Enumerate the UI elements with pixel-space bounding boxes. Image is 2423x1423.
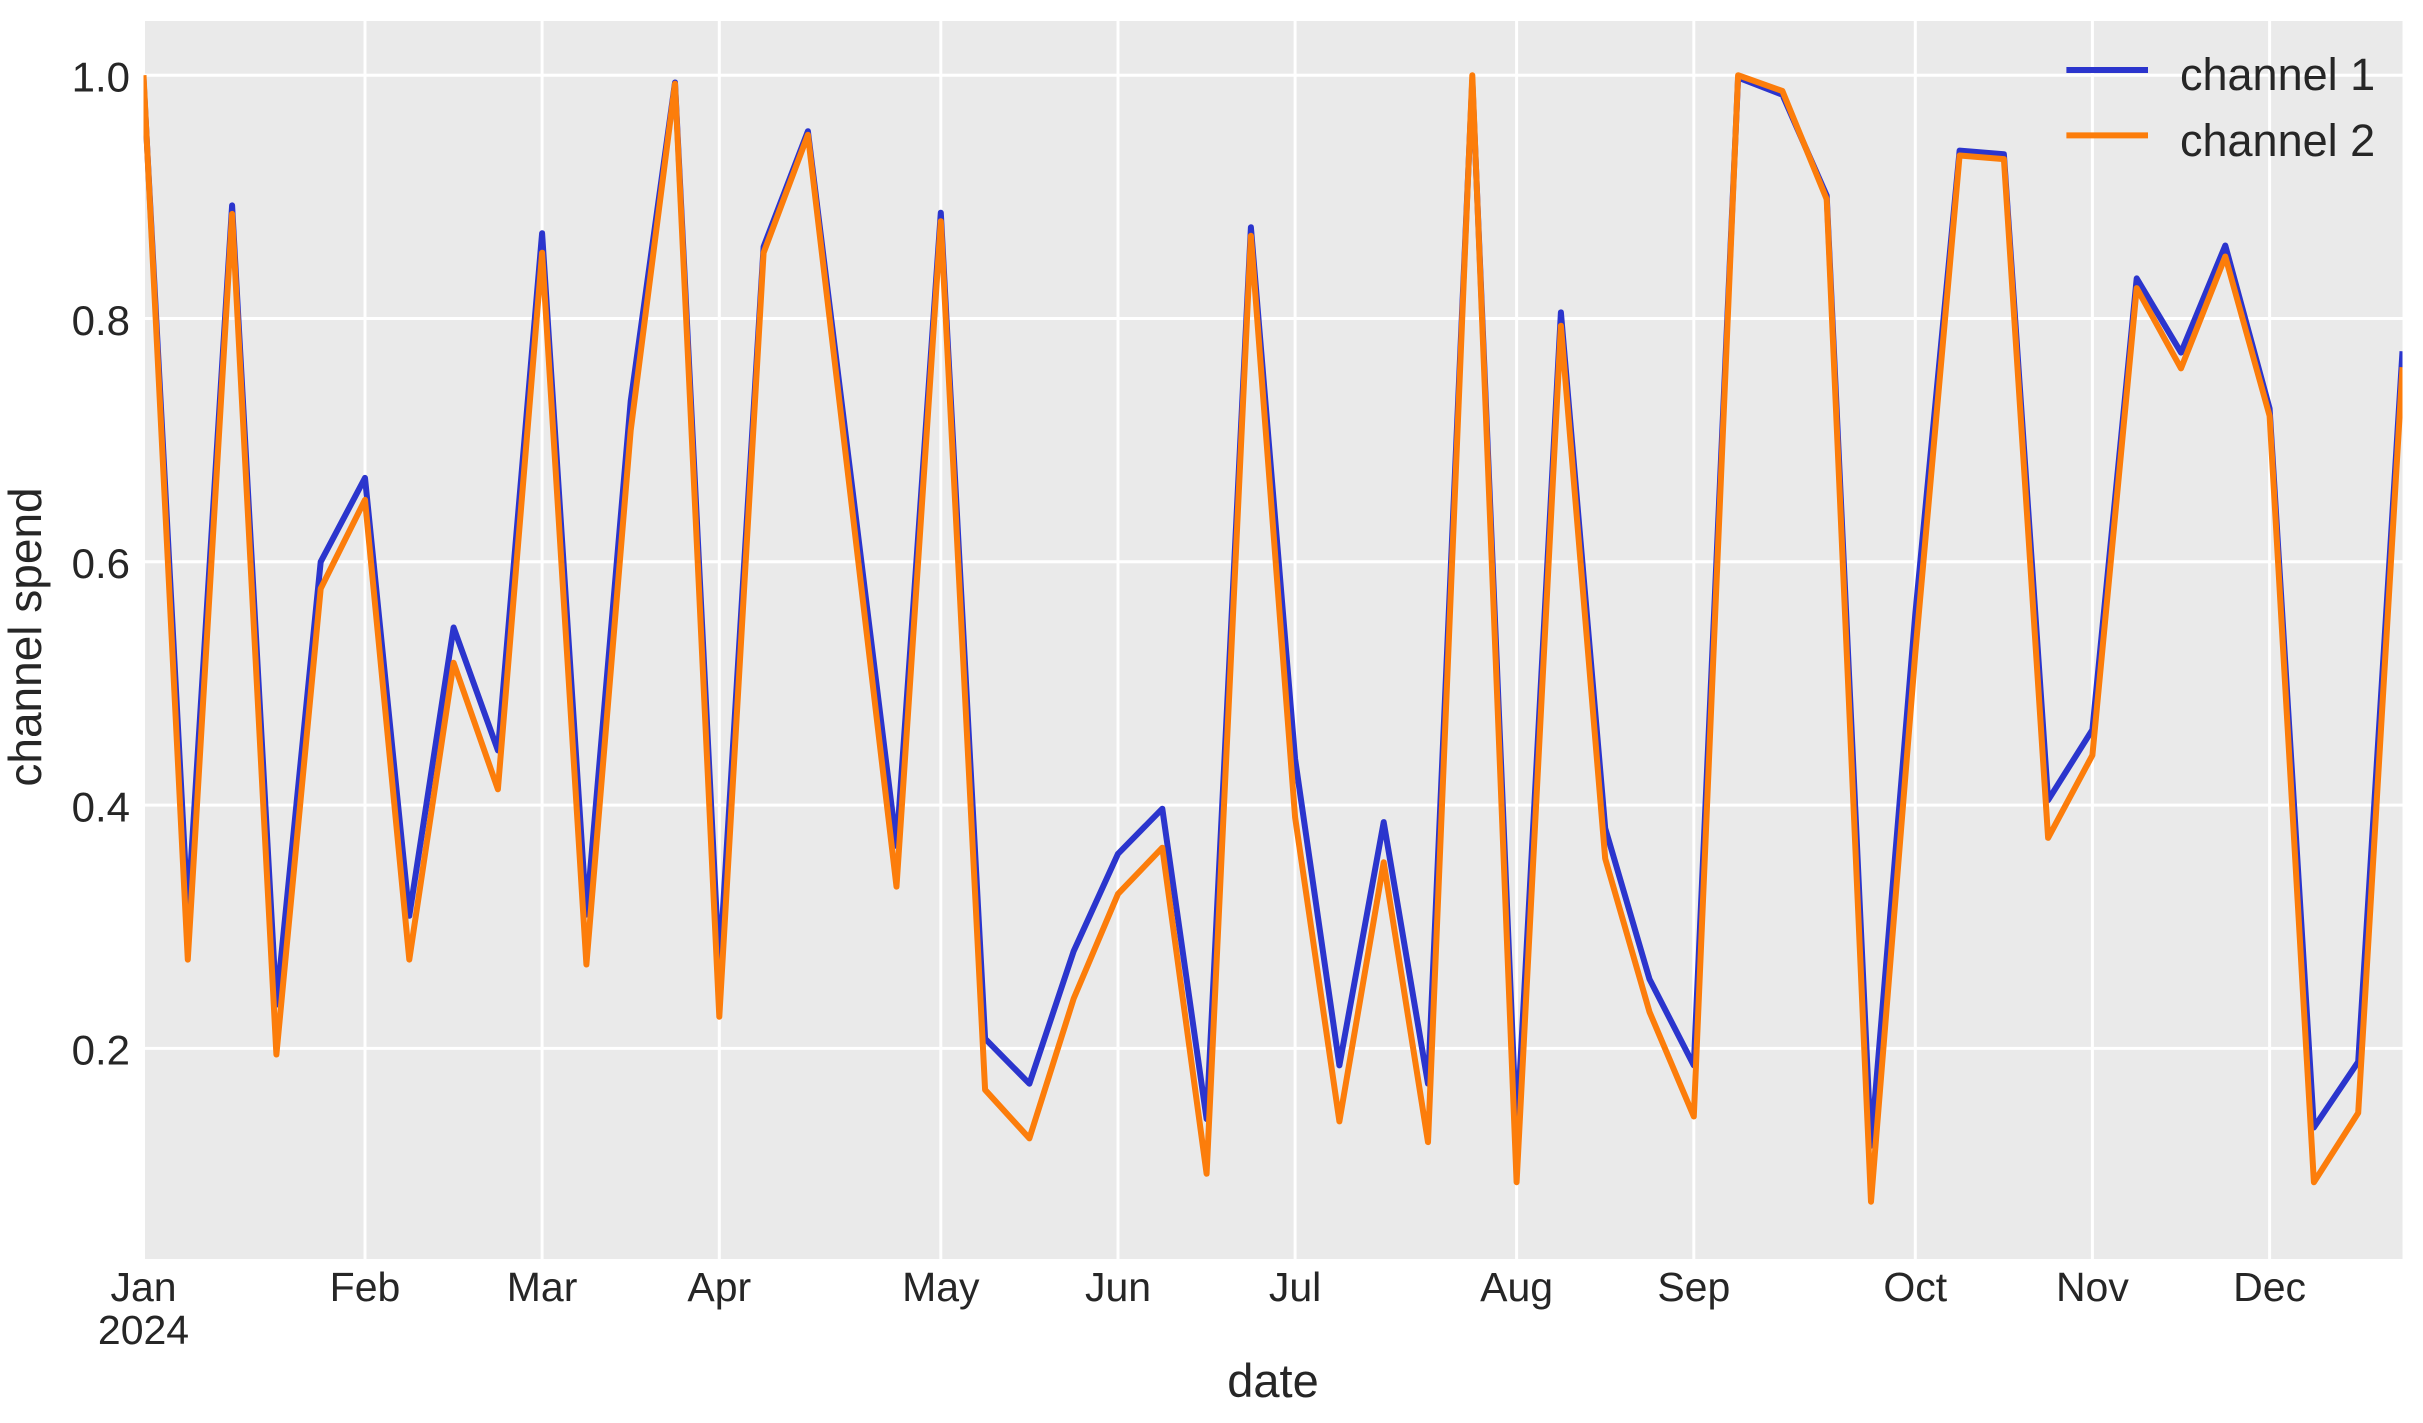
svg-text:Nov: Nov bbox=[2056, 1264, 2129, 1310]
svg-text:Apr: Apr bbox=[687, 1264, 751, 1310]
svg-text:0.2: 0.2 bbox=[72, 1027, 130, 1074]
svg-text:0.4: 0.4 bbox=[72, 783, 130, 830]
svg-text:Oct: Oct bbox=[1883, 1264, 1947, 1310]
svg-text:Jun: Jun bbox=[1085, 1264, 1151, 1310]
svg-text:channel 2: channel 2 bbox=[2180, 115, 2375, 166]
svg-text:1.0: 1.0 bbox=[72, 54, 130, 101]
svg-text:date: date bbox=[1227, 1354, 1318, 1407]
svg-text:Feb: Feb bbox=[330, 1264, 401, 1310]
svg-text:0.8: 0.8 bbox=[72, 297, 130, 344]
svg-text:Aug: Aug bbox=[1480, 1264, 1553, 1310]
svg-text:0.6: 0.6 bbox=[72, 540, 130, 587]
svg-text:Sep: Sep bbox=[1657, 1264, 1730, 1310]
svg-text:2024: 2024 bbox=[98, 1307, 189, 1353]
svg-text:Jan: Jan bbox=[110, 1264, 176, 1310]
svg-text:channel 1: channel 1 bbox=[2180, 49, 2375, 100]
svg-text:Dec: Dec bbox=[2233, 1264, 2306, 1310]
svg-text:Mar: Mar bbox=[507, 1264, 578, 1310]
svg-text:channel spend: channel spend bbox=[0, 487, 51, 786]
svg-text:May: May bbox=[902, 1264, 980, 1310]
svg-text:Jul: Jul bbox=[1269, 1264, 1321, 1310]
